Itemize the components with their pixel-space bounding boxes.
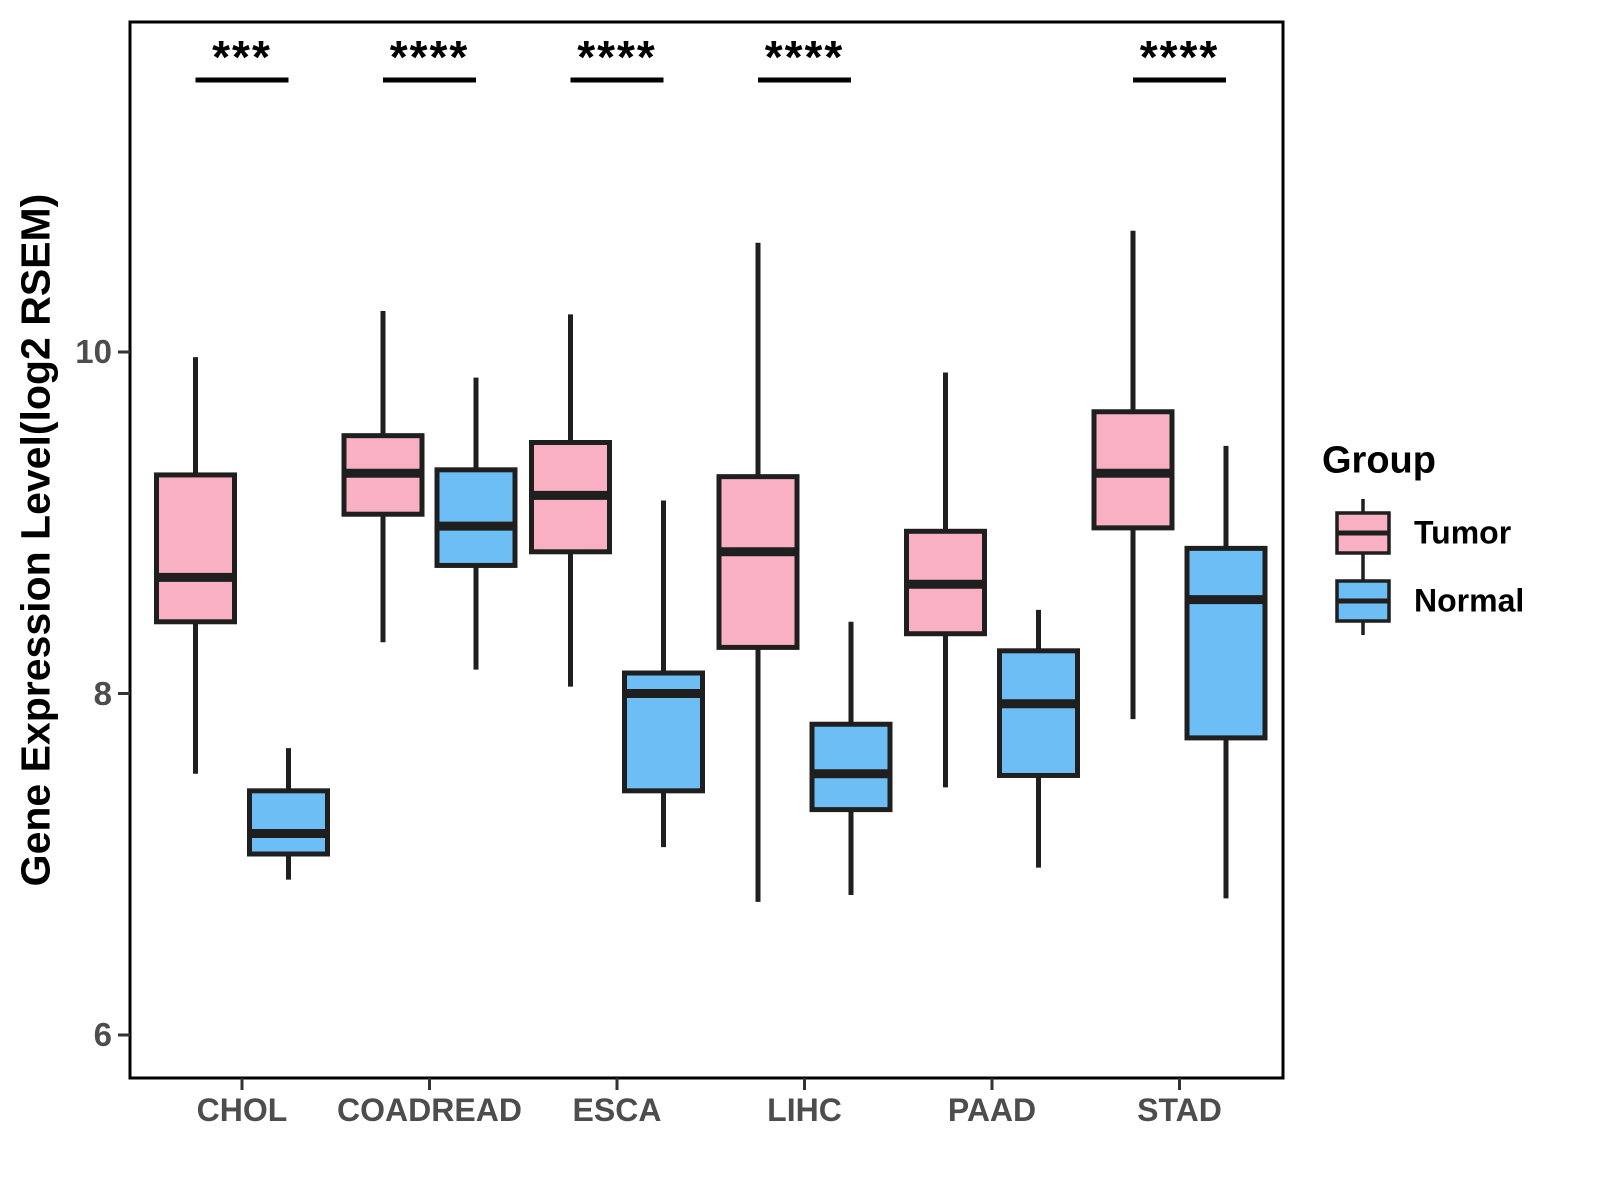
y-tick-label-6: 6 bbox=[93, 1016, 112, 1053]
box-lihc-tumor bbox=[716, 474, 800, 650]
x-label-stad: STAD bbox=[1137, 1092, 1222, 1128]
x-label-esca: ESCA bbox=[572, 1092, 662, 1128]
x-label-lihc: LIHC bbox=[767, 1092, 842, 1128]
y-tick-label-10: 10 bbox=[75, 333, 112, 370]
box-coadread-normal bbox=[434, 467, 518, 568]
significance-stad: **** bbox=[1139, 31, 1220, 83]
y-tick-label-8: 8 bbox=[93, 674, 112, 712]
legend-label-normal: Normal bbox=[1414, 582, 1525, 619]
significance-lihc: **** bbox=[764, 31, 845, 83]
x-label-chol: CHOL bbox=[196, 1092, 288, 1128]
box-chol-normal bbox=[247, 788, 330, 857]
x-label-coadread: COADREAD bbox=[337, 1092, 522, 1128]
x-label-paad: PAAD bbox=[947, 1092, 1037, 1128]
plot-panel-border bbox=[128, 20, 1285, 1080]
legend-label-tumor: Tumor bbox=[1414, 514, 1512, 551]
significance-coadread: **** bbox=[389, 31, 470, 83]
box-lihc-normal bbox=[809, 721, 893, 813]
box-paad-normal bbox=[997, 648, 1080, 778]
y-axis-title: Gene Expression Level(log2 RSEM) bbox=[12, 193, 59, 887]
box-stad-normal bbox=[1184, 545, 1268, 741]
legend-title: Group bbox=[1322, 439, 1436, 482]
significance-chol: *** bbox=[212, 31, 272, 83]
box-chol-tumor bbox=[154, 472, 237, 625]
significance-esca: **** bbox=[577, 31, 657, 83]
